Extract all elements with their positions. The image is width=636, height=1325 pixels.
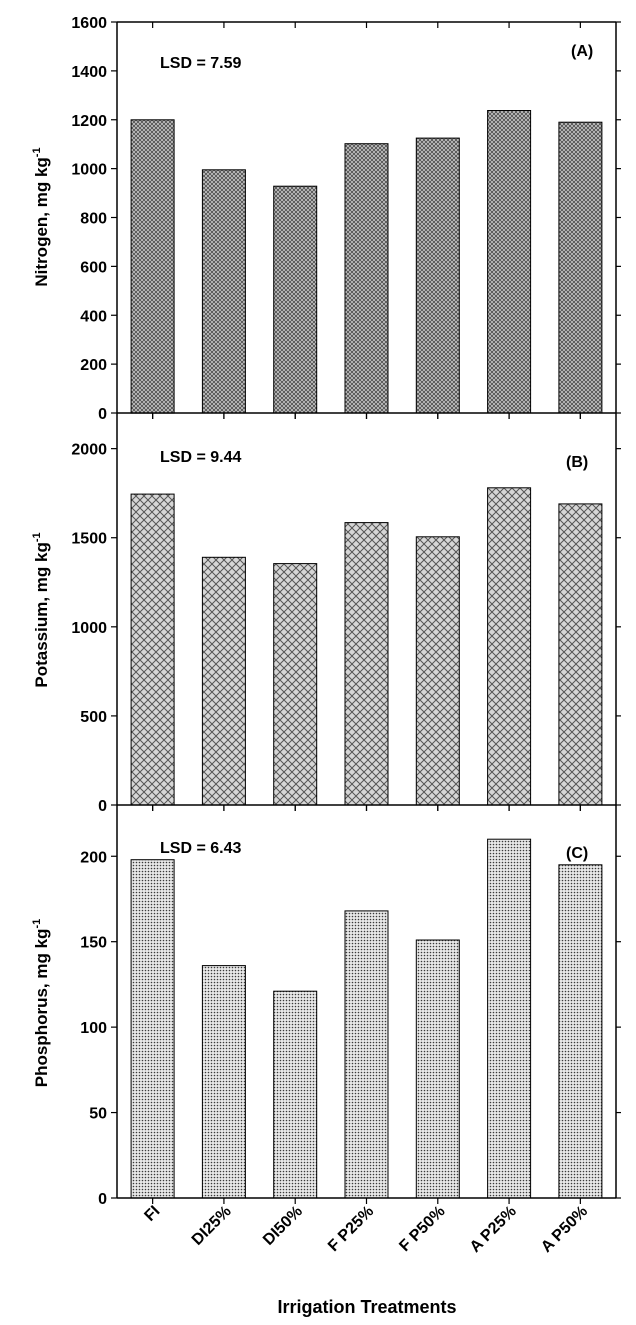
panel-c-bar xyxy=(415,939,460,1199)
panel-c-bar xyxy=(487,838,532,1199)
panel-c-label: (C) xyxy=(566,845,588,862)
panel-a-y-tick-label: 400 xyxy=(80,308,107,325)
panel-a-bar xyxy=(201,169,246,414)
panel-c-y-tick-label: 200 xyxy=(80,849,107,866)
x-category-label: FI xyxy=(141,1203,163,1225)
panel-c-bars xyxy=(130,838,603,1199)
panel-a-y-ticks: 0 200 400 600 800 1000 1200 1400 1600 xyxy=(71,15,621,423)
x-category-label: A P25% xyxy=(467,1203,520,1256)
x-axis-title: Irrigation Treatments xyxy=(277,1297,456,1317)
panel-c-bar xyxy=(130,859,175,1199)
panel-a-y-tick-label: 1400 xyxy=(71,64,107,81)
panel-a-y-tick-label: 200 xyxy=(80,357,107,374)
panel-c-lsd-annotation: LSD = 6.43 xyxy=(160,840,241,857)
panel-b-y-tick-label: 500 xyxy=(80,709,107,726)
panel-c-bar xyxy=(344,910,389,1199)
panel-c-y-tick-label: 100 xyxy=(80,1020,107,1037)
panel-a-y-tick-label: 0 xyxy=(98,406,107,423)
panel-b: LSD = 9.44 (B) Potassium, mg kg-1 0 500 10… xyxy=(31,413,621,815)
panel-b-y-axis-title: Potassium, mg kg-1 xyxy=(31,532,51,687)
panel-c-y-tick-label: 150 xyxy=(80,935,107,952)
panel-c-y-axis-title: Phosphorus, mg kg-1 xyxy=(31,919,51,1087)
panel-c-y-tick-label: 0 xyxy=(98,1191,107,1208)
x-category-label: DI50% xyxy=(260,1203,306,1249)
x-category-label: F P50% xyxy=(396,1203,448,1255)
panel-a-label: (A) xyxy=(571,43,593,60)
panel-b-bar xyxy=(130,493,175,806)
panel-a-y-axis-title: Nitrogen, mg kg-1 xyxy=(31,147,51,286)
x-category-label: A P50% xyxy=(538,1203,591,1256)
panel-a-bar xyxy=(344,143,389,414)
panel-b-label: (B) xyxy=(566,454,588,471)
panel-a-bar xyxy=(273,185,318,414)
panel-c-bar xyxy=(273,990,318,1199)
panel-b-lsd-annotation: LSD = 9.44 xyxy=(160,449,241,466)
panel-b-bar xyxy=(558,503,603,806)
panel-a-y-tick-label: 800 xyxy=(80,211,107,228)
panel-b-bar xyxy=(487,487,532,806)
panel-c: LSD = 6.43 (C) Phosphorus, mg kg-1 0 50 10… xyxy=(31,805,621,1256)
panel-b-bar xyxy=(415,536,460,806)
panel-a-bar xyxy=(415,137,460,414)
panel-b-bar xyxy=(344,522,389,806)
x-category-labels: FI DI25% DI50% F P25% F P50% A P25% A P50% xyxy=(141,1203,591,1256)
panel-a-bar xyxy=(130,119,175,414)
panel-c-x-ticks xyxy=(152,805,581,1204)
panel-a-lsd-annotation: LSD = 7.59 xyxy=(160,55,241,72)
panel-b-bar xyxy=(273,563,318,806)
panel-b-y-tick-label: 2000 xyxy=(71,442,107,459)
panel-a: LSD = 7.59 (A) Nitrogen, mg kg-1 0 200 400… xyxy=(31,15,621,423)
panel-a-bar xyxy=(558,121,603,414)
panel-a-y-tick-label: 600 xyxy=(80,259,107,276)
panel-b-bar xyxy=(201,556,246,806)
panel-b-y-tick-label: 1500 xyxy=(71,531,107,548)
panel-c-y-ticks: 0 50 100 150 200 xyxy=(80,849,621,1208)
panel-b-bars xyxy=(130,487,603,806)
panel-a-bars xyxy=(130,110,603,414)
panel-b-y-tick-label: 1000 xyxy=(71,620,107,637)
panel-b-y-tick-label: 0 xyxy=(98,798,107,815)
panel-a-y-tick-label: 1200 xyxy=(71,113,107,130)
panel-a-y-tick-label: 1000 xyxy=(71,162,107,179)
panel-c-y-tick-label: 50 xyxy=(89,1106,107,1123)
x-category-label: F P25% xyxy=(325,1203,377,1255)
panel-a-y-tick-label: 1600 xyxy=(71,15,107,32)
panel-c-bar xyxy=(558,864,603,1199)
panel-b-y-ticks: 0 500 1000 1500 2000 xyxy=(71,442,621,815)
panel-a-bar xyxy=(487,110,532,414)
panel-c-bar xyxy=(201,965,246,1199)
x-category-label: DI25% xyxy=(189,1203,235,1249)
